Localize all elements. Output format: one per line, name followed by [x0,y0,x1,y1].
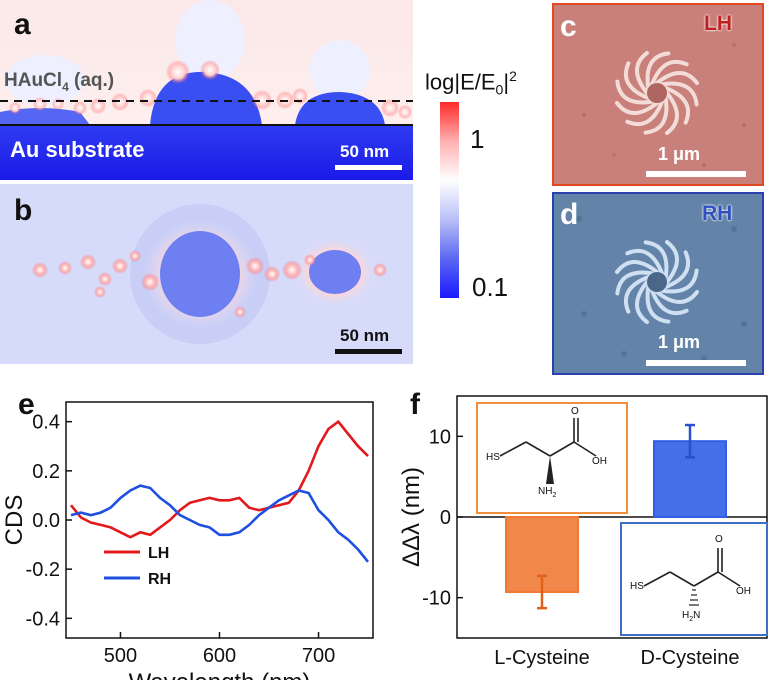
colorbar-tick-low: 0.1 [472,272,509,302]
panel-a-letter: a [14,8,31,41]
panel-a-field-svg [0,0,413,180]
e-ytick-label: 0.0 [32,510,60,532]
d-cys-oh: OH [736,586,751,597]
panel-c-scale-label: 1 μm [658,144,701,164]
f-category-label: L-Cysteine [494,647,590,669]
d-cysteine-structure: HS O OH H2N [620,522,768,636]
medium-label-main: HAuCl [4,70,63,91]
e-series-line-lh [69,419,369,539]
panel-b-letter: b [14,194,33,227]
l-cys-o: O [571,406,579,417]
f-ytick-label: 0 [440,507,451,529]
medium-label-sub: 4 [62,79,69,94]
e-series-line-rh [70,484,370,563]
panel-e-chart: 500 600 700 0.4 0.2 0.0 -0.2 -0.4 Wavelength (nm… [1,401,374,680]
medium-label-suffix: (aq.) [68,70,115,91]
l-cysteine-bonds [499,418,597,484]
colorbar-title-sub: 0 [495,81,504,98]
f-ytick-label: -10 [422,588,451,610]
colorbar-title-main: log|E/E [425,69,496,95]
e-xtick-label: 500 [104,645,137,667]
e-legend-label: RH [148,571,171,588]
panel-b-field-map [0,184,413,364]
substrate-label: Au substrate [10,137,145,162]
panel-e-letter: e [18,388,35,421]
e-ylabel: CDS [1,495,28,546]
colorbar-title-sup: 2 [509,68,517,84]
l-cys-nh2: NH2 [538,486,556,499]
colorbar-title: log|E/E0|2 [425,68,517,98]
e-legend-label: LH [148,545,169,562]
colorbar-tick-high: 1 [470,124,485,154]
f-category-label: D-Cysteine [641,647,740,669]
e-ytick-label: 0.4 [32,412,60,434]
e-ytick-label: -0.2 [26,559,60,581]
panel-d-scale-label: 1 μm [658,332,701,352]
panel-f-letter: f [410,388,420,421]
colorbar-title-end: | [503,69,510,95]
e-ytick-label: 0.2 [32,461,60,483]
e-xtick-label: 700 [302,645,335,667]
panel-d-letter: d [560,198,579,231]
e-ytick-label: -0.4 [26,608,60,630]
panel-c-spiral [554,5,762,184]
panel-b-field-svg [0,184,413,364]
panel-d-spiral [554,194,762,373]
panel-b-scale-label: 50 nm [340,326,390,345]
l-cys-oh: OH [592,456,607,467]
panel-c-letter: c [560,10,577,43]
panel-a-scale-label: 50 nm [340,142,390,161]
d-cys-h-sub: 2 [689,616,694,623]
e-xlabel: Wavelength (nm) [129,669,311,680]
d-cysteine-bonds [643,548,741,606]
d-cys-nh2: H2N [682,610,700,623]
panel-f-chart: L-Cysteine D-Cysteine 10 0 -10 ΔΔλ (nm) [398,395,768,669]
l-cysteine-structure: HS O OH NH2 [476,402,628,514]
panel-d-tag: RH [702,202,733,225]
panel-c-tag: LH [704,12,732,35]
medium-label: HAuCl4 (aq.) [4,70,114,94]
d-cys-n: N [693,610,701,621]
d-cys-h: H [682,610,690,621]
d-cys-o: O [715,534,723,545]
panel-a-field-map [0,0,413,180]
l-cys-nh-sub: 2 [552,492,557,499]
l-cys-nh: NH [538,486,553,497]
colorbar-gradient [440,102,459,298]
panel-d-sem-image [552,192,764,375]
d-cys-sh: HS [630,581,644,592]
panel-c-sem-image [552,3,764,186]
f-ytick-label: 10 [429,426,451,448]
e-xtick-label: 600 [203,645,236,667]
f-ylabel: ΔΔλ (nm) [398,467,425,567]
l-cys-sh: HS [486,452,500,463]
